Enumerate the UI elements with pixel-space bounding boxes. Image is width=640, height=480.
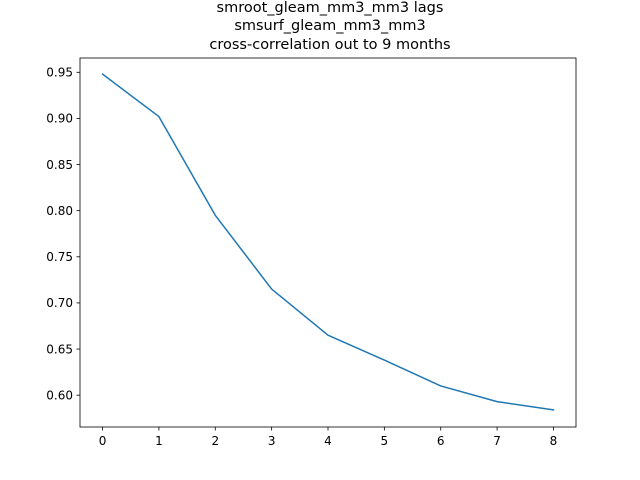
x-tick-label: 5 [381, 434, 389, 448]
series-layer [101, 73, 555, 411]
y-tick-label: 0.85 [46, 158, 73, 172]
x-tick-label: 3 [268, 434, 276, 448]
title-line-2: smsurf_gleam_mm3_mm3 [234, 18, 425, 34]
axes: 0 1 2 3 4 5 6 7 8 0.60 0.65 0.70 0.75 0.80 0.85 0.90 0.9… [46, 57, 577, 448]
series-line-1 [101, 73, 555, 411]
x-tick-label: 7 [493, 434, 501, 448]
y-tick-label: 0.60 [46, 388, 73, 402]
title-line-3: cross-correlation out to 9 months [209, 37, 450, 53]
chart-title: smroot_gleam_mm3_mm3 lags smsurf_gleam_m… [209, 0, 450, 53]
x-tick-label: 0 [99, 434, 107, 448]
title-line-1: smroot_gleam_mm3_mm3 lags [217, 0, 444, 16]
y-tick-label: 0.95 [46, 66, 73, 80]
y-tick-label: 0.70 [46, 296, 73, 310]
y-tick-label: 0.90 [46, 112, 73, 126]
y-tick-label: 0.75 [46, 250, 73, 264]
x-tick-label: 6 [437, 434, 445, 448]
y-tick-label: 0.65 [46, 342, 73, 356]
y-tick-label: 0.80 [46, 204, 73, 218]
x-tick-label: 1 [155, 434, 163, 448]
x-tick-label: 4 [324, 434, 332, 448]
x-tick-label: 8 [550, 434, 558, 448]
x-tick-label: 2 [211, 434, 219, 448]
